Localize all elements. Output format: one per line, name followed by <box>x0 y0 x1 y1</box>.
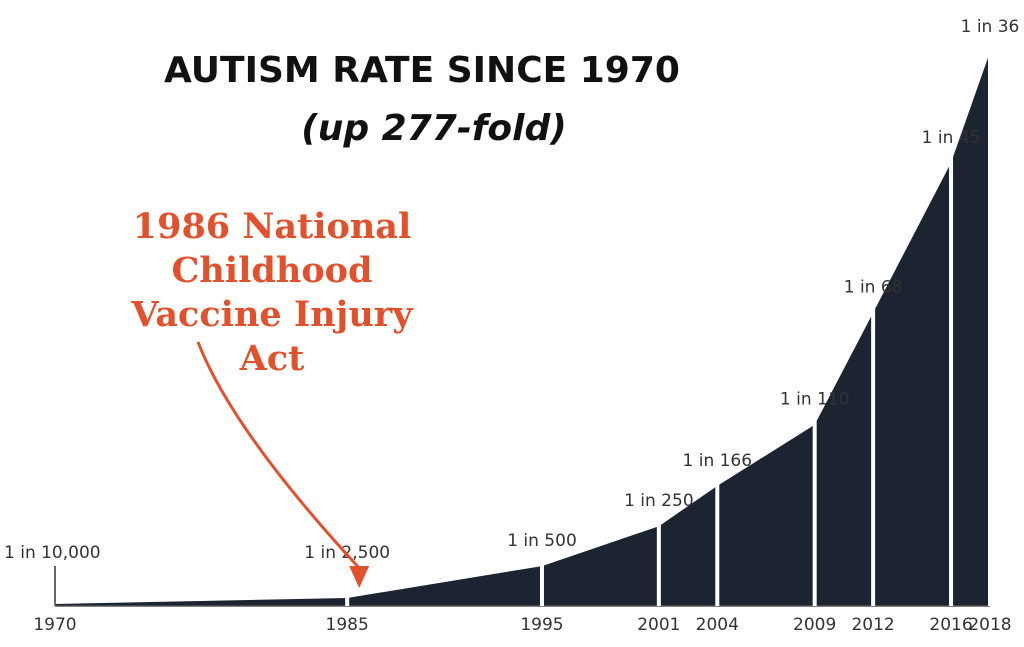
data-label-1970: 1 in 10,000 <box>4 543 101 563</box>
data-label-2004: 1 in 166 <box>683 451 753 471</box>
annotation-line-1: 1986 National <box>133 206 412 247</box>
act-annotation: 1986 National Childhood Vaccine Injury A… <box>130 206 414 588</box>
x-tick-1985: 1985 <box>326 615 369 635</box>
x-tick-2012: 2012 <box>851 615 894 635</box>
chart-subtitle: (up 277-fold) <box>301 108 566 149</box>
annotation-line-4: Act <box>239 338 305 379</box>
x-tick-2004: 2004 <box>696 615 739 635</box>
data-label-2009: 1 in 110 <box>780 390 850 410</box>
x-tick-1970: 1970 <box>33 615 76 635</box>
annotation-arrow <box>196 341 361 570</box>
data-label-2018: 1 in 36 <box>961 17 1020 37</box>
x-tick-2016: 2016 <box>929 615 972 635</box>
annotation-line-2: Childhood <box>172 250 373 291</box>
x-tick-2001: 2001 <box>637 615 680 635</box>
annotation-line-3: Vaccine Injury <box>130 294 414 335</box>
data-label-1995: 1 in 500 <box>507 531 577 551</box>
data-label-2001: 1 in 250 <box>624 491 694 511</box>
x-tick-2018: 2018 <box>968 615 1011 635</box>
data-label-2012: 1 in 68 <box>844 278 903 298</box>
x-tick-2009: 2009 <box>793 615 836 635</box>
annotation-arrowhead <box>349 566 370 588</box>
data-label-2016: 1 in 45 <box>922 128 981 148</box>
chart-title: AUTISM RATE SINCE 1970 <box>164 50 680 91</box>
x-tick-1995: 1995 <box>520 615 563 635</box>
rate-area <box>55 52 990 606</box>
